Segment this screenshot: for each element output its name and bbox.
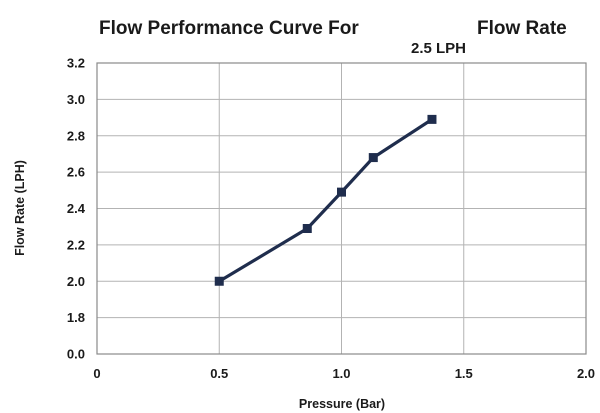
x-tick-label: 2.0 — [577, 366, 595, 381]
y-tick-label: 2.0 — [67, 274, 85, 289]
series-line — [218, 118, 433, 283]
data-point-marker — [214, 276, 224, 286]
x-tick-label: 0 — [93, 366, 100, 381]
chart-title-flow-rate: Flow Rate — [477, 18, 567, 39]
plot-border — [96, 62, 587, 355]
chart-subtitle: 2.5 LPH — [411, 40, 466, 57]
y-tick-label: 0.0 — [67, 347, 85, 362]
y-tick-label: 1.8 — [67, 310, 85, 325]
y-tick-label: 3.0 — [67, 92, 85, 107]
x-tick-label: 0.5 — [210, 366, 228, 381]
y-tick-label: 3.2 — [67, 56, 85, 71]
y-tick-label: 2.6 — [67, 165, 85, 180]
chart-title: Flow Performance Curve For — [99, 18, 359, 39]
x-tick-label: 1.5 — [455, 366, 473, 381]
data-point-marker — [427, 114, 437, 124]
x-tick-label: 1.0 — [332, 366, 350, 381]
y-axis-label: Flow Rate (LPH) — [13, 160, 27, 256]
data-point-marker — [368, 153, 378, 163]
y-tick-label: 2.2 — [67, 237, 85, 252]
data-point-marker — [337, 187, 346, 197]
y-tick-label: 2.4 — [67, 201, 86, 216]
data-point-marker — [302, 224, 312, 234]
y-tick-label: 2.8 — [67, 128, 85, 143]
plot-area: 0.0 1.8 2.0 2.2 2.4 2.6 2.8 3.0 3.2 0 0.5 1.0 1.5 2.0 — [67, 56, 595, 382]
x-axis-label: Pressure (Bar) — [299, 397, 385, 411]
